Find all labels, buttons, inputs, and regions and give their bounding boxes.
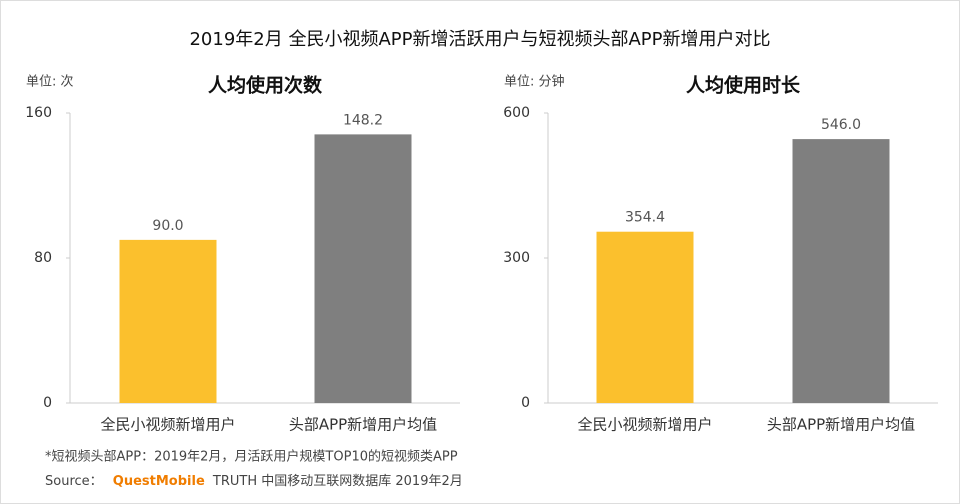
y-tick-label: 80 <box>34 250 52 266</box>
y-tick-label: 0 <box>521 395 530 411</box>
unit-label: 单位: 分钟 <box>504 74 565 90</box>
value-label: 546.0 <box>821 117 861 133</box>
chart-title: 人均使用时长 <box>686 74 801 97</box>
value-label: 148.2 <box>343 112 383 128</box>
bar <box>314 134 412 403</box>
value-label: 90.0 <box>152 218 183 234</box>
source-rest: TRUTH 中国移动互联网数据库 2019年2月 <box>212 473 463 489</box>
footnote: *短视频头部APP：2019年2月，月活跃用户规模TOP10的短视频类APP <box>45 449 458 465</box>
y-tick-label: 300 <box>503 250 530 266</box>
bar <box>792 139 890 403</box>
y-tick-label: 0 <box>43 395 52 411</box>
bar <box>119 239 217 403</box>
x-tick-label: 头部APP新增用户均值 <box>289 416 437 434</box>
value-label: 354.4 <box>625 210 665 226</box>
x-tick-label: 全民小视频新增用户 <box>100 416 235 434</box>
source: Source： QuestMobile TRUTH 中国移动互联网数据库 201… <box>45 473 463 489</box>
page-title: 2019年2月 全民小视频APP新增活跃用户与短视频头部APP新增用户对比 <box>189 29 770 50</box>
x-tick-label: 全民小视频新增用户 <box>577 416 712 434</box>
source-prefix: Source： <box>45 474 103 489</box>
source-brand: QuestMobile <box>113 474 205 489</box>
y-tick-label: 160 <box>25 105 52 121</box>
y-tick-label: 600 <box>503 105 530 121</box>
unit-label: 单位: 次 <box>26 74 74 90</box>
bar <box>596 231 694 403</box>
chart-title: 人均使用次数 <box>208 74 323 97</box>
x-tick-label: 头部APP新增用户均值 <box>767 416 915 434</box>
